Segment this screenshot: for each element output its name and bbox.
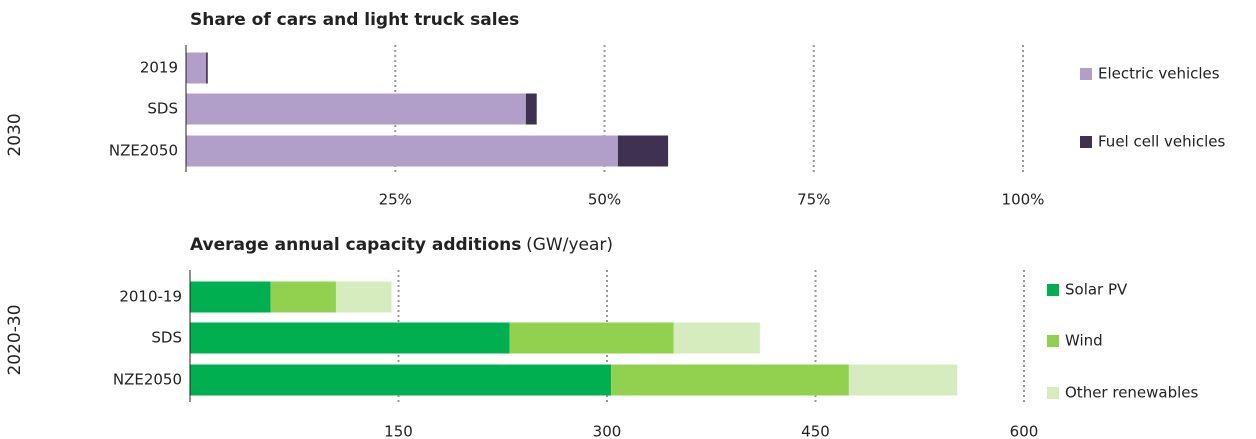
title-main: Average annual capacity additions [190, 235, 521, 255]
bar-segment [186, 52, 207, 84]
legend-label: Other renewables [1065, 384, 1199, 402]
group-label: 2030 [5, 113, 25, 156]
group-label: 2020-30 [5, 304, 25, 375]
bar-segment [673, 322, 760, 354]
bar-segment [617, 135, 669, 167]
bar-segment [186, 93, 526, 125]
y-tick-label: NZE2050 [113, 371, 182, 389]
bar-segment [509, 322, 674, 354]
legend-label: Fuel cell vehicles [1098, 133, 1225, 151]
legend-label: Wind [1065, 332, 1103, 350]
chart-title: Share of cars and light truck sales [190, 10, 519, 30]
x-tick-label: 300 [593, 423, 622, 439]
legend-label: Electric vehicles [1098, 65, 1220, 83]
y-tick-label: SDS [147, 100, 178, 118]
title-unit: (GW/year) [526, 235, 613, 255]
y-tick-label: SDS [151, 329, 182, 347]
bar-segment [190, 364, 612, 396]
bar-segment [206, 52, 208, 84]
bar-segment [270, 281, 336, 313]
legend-swatch [1047, 284, 1059, 296]
legend-swatch [1080, 68, 1092, 80]
bar-segment [190, 322, 510, 354]
legend-swatch [1047, 387, 1059, 399]
x-tick-label: 100% [1002, 191, 1045, 209]
bar-segment [611, 364, 849, 396]
x-tick-label: 600 [1010, 423, 1039, 439]
y-tick-label: 2019 [140, 59, 178, 77]
legend-label: Solar PV [1065, 281, 1128, 299]
legend-swatch [1080, 136, 1092, 148]
bar-segment [848, 364, 958, 396]
chart-title: Average annual capacity additions (GW/ye… [190, 235, 613, 255]
bar-segment [186, 135, 618, 167]
y-tick-label: 2010-19 [119, 288, 182, 306]
x-tick-label: 150 [384, 423, 413, 439]
bar-segment [190, 281, 271, 313]
x-tick-label: 50% [588, 191, 621, 209]
bar-segment [525, 93, 537, 125]
x-tick-label: 450 [801, 423, 830, 439]
x-tick-label: 25% [379, 191, 412, 209]
legend-swatch [1047, 335, 1059, 347]
y-tick-label: NZE2050 [109, 142, 178, 160]
title-main: Share of cars and light truck sales [190, 10, 519, 30]
x-tick-label: 75% [797, 191, 830, 209]
bar-segment [335, 281, 392, 313]
